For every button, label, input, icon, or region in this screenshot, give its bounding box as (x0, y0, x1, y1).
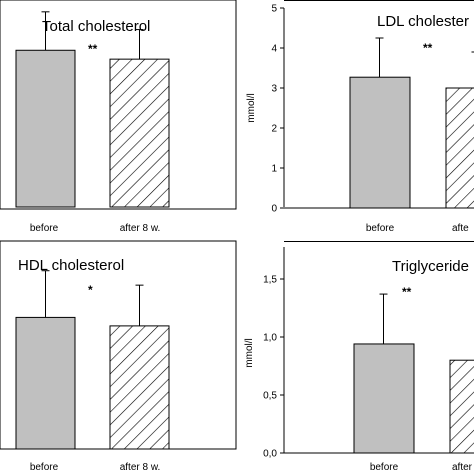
y-tick-label: 1 (271, 164, 277, 175)
y-tick-label: 5 (271, 4, 277, 15)
chart-title: Total cholesterol (42, 18, 150, 35)
panel-total-cholesterol: Total cholesterol ** before after 8 w. (0, 0, 237, 234)
bar-before (15, 316, 76, 450)
y-tick-label: 4 (271, 44, 277, 55)
y-tick-label: 1,0 (263, 333, 277, 344)
chart-title: Triglyceride (392, 258, 469, 275)
chart-title: LDL cholester (377, 13, 469, 30)
bar-before (349, 76, 411, 209)
category-label: afte (452, 223, 469, 234)
panel-hdl-cholesterol: HDL cholesterol * before after 8 w. (0, 240, 237, 473)
y-axis-label: mmol/l (244, 338, 255, 367)
category-label: before (366, 223, 395, 234)
plot-frame (0, 0, 237, 210)
bar-after (445, 87, 474, 209)
category-label: after 8 w. (120, 223, 161, 234)
y-tick-label: 1,5 (263, 275, 277, 286)
category-label: after (452, 462, 473, 473)
bar-before (15, 49, 76, 208)
bars-triglyceride: 0,0 0,5 1,0 1,5 (263, 275, 474, 460)
y-tick-label: 0,0 (263, 449, 277, 460)
bars-hdl-cholesterol (15, 270, 170, 450)
significance-marker: ** (88, 42, 98, 56)
bar-after (109, 325, 170, 450)
y-tick-label: 2 (271, 124, 277, 135)
y-tick-label: 0,5 (263, 391, 277, 402)
category-label: before (30, 223, 59, 234)
chart-title: HDL cholesterol (18, 257, 124, 274)
bars-total-cholesterol (15, 11, 170, 208)
category-label: before (30, 462, 59, 473)
y-tick-label: 3 (271, 84, 277, 95)
y-axis-label: mmol/l (246, 93, 257, 122)
panel-triglyceride: Triglyceride ** mmol/l 0,0 0,5 1,0 1,5 befo… (244, 241, 474, 473)
bars-ldl-cholesterol: 0 1 2 3 4 5 (271, 4, 474, 215)
bar-after (109, 58, 170, 208)
significance-marker: ** (402, 285, 412, 299)
category-label: before (370, 462, 399, 473)
significance-marker: * (88, 283, 93, 297)
bar-after (449, 359, 474, 454)
bar-before (353, 343, 415, 454)
significance-marker: ** (423, 41, 433, 55)
y-tick-label: 0 (271, 204, 277, 215)
panel-ldl-cholesterol: LDL cholester ** mmol/l 0 1 2 3 4 5 before af… (246, 0, 474, 234)
category-label: after 8 w. (120, 462, 161, 473)
